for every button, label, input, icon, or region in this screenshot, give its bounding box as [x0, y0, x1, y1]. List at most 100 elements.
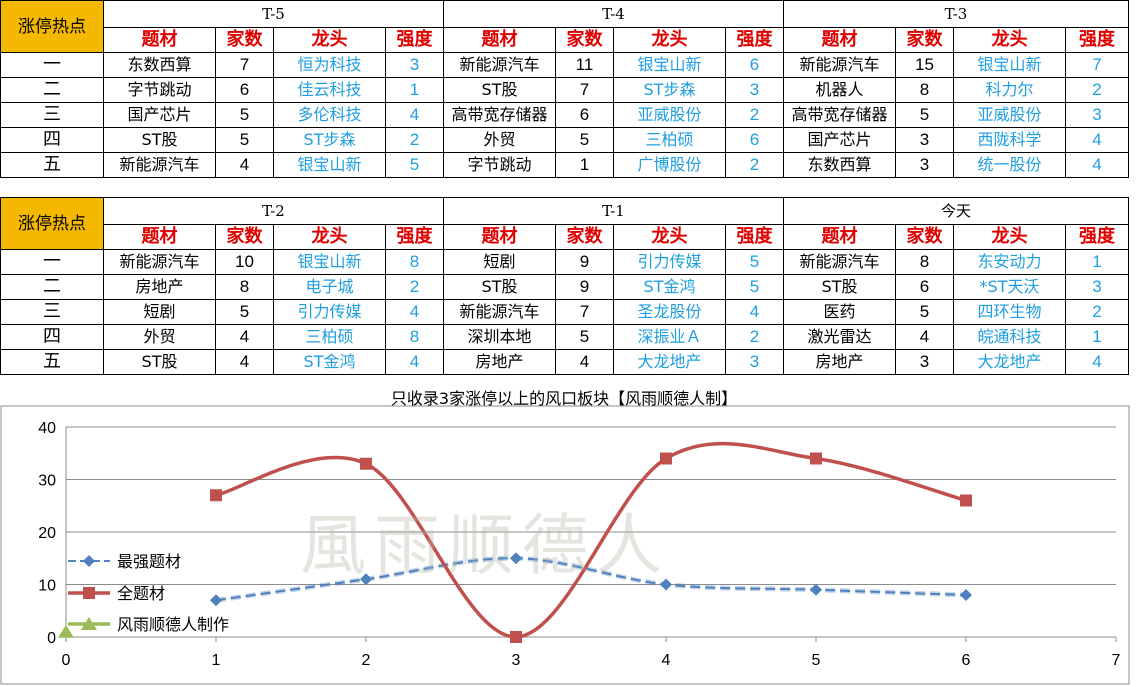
- data-point: [360, 573, 372, 586]
- y-tick-label: 30: [38, 473, 56, 490]
- count-cell: 15: [895, 52, 954, 78]
- leader-cell: ST金鸿: [613, 274, 726, 300]
- data-point: [210, 489, 222, 502]
- topic-cell: ST股: [103, 127, 216, 153]
- col-header-count: 家数: [215, 224, 274, 250]
- period-header: T-1: [443, 197, 784, 225]
- count-cell: 5: [895, 299, 954, 325]
- col-header-leader: 龙头: [273, 27, 386, 53]
- leader-cell: 广博股份: [613, 152, 726, 178]
- rank-cell: 二: [0, 274, 104, 300]
- count-cell: 9: [555, 274, 614, 300]
- topic-cell: 短剧: [103, 299, 216, 325]
- leader-cell: 亚威股份: [613, 102, 726, 128]
- count-cell: 4: [895, 324, 954, 350]
- rank-cell: 一: [0, 249, 104, 275]
- rank-cell: 五: [0, 349, 104, 375]
- topic-cell: ST股: [783, 274, 896, 300]
- strength-cell: 4: [385, 299, 444, 325]
- topic-cell: 房地产: [783, 349, 896, 375]
- data-point: [58, 624, 74, 638]
- leader-cell: 深振业Ａ: [613, 324, 726, 350]
- strength-cell: 4: [1065, 152, 1129, 178]
- count-cell: 5: [555, 324, 614, 350]
- strength-cell: 2: [725, 102, 784, 128]
- y-tick-label: 0: [47, 630, 56, 647]
- col-header-topic: 题材: [783, 27, 896, 53]
- data-point: [210, 594, 222, 607]
- strength-cell: 3: [725, 349, 784, 375]
- strength-cell: 7: [1065, 52, 1129, 78]
- col-header-topic: 题材: [783, 224, 896, 250]
- col-header-strength: 强度: [725, 27, 784, 53]
- leader-cell: ST步森: [273, 127, 386, 153]
- count-cell: 6: [555, 102, 614, 128]
- count-cell: 3: [895, 127, 954, 153]
- topic-cell: 新能源汽车: [443, 299, 556, 325]
- legend-marker: [83, 555, 95, 567]
- leader-cell: 三柏硕: [273, 324, 386, 350]
- topic-cell: 深圳本地: [443, 324, 556, 350]
- count-cell: 8: [895, 77, 954, 103]
- data-point: [510, 631, 522, 643]
- col-header-count: 家数: [215, 27, 274, 53]
- hot-label: 涨停热点: [0, 0, 104, 53]
- rank-cell: 五: [0, 152, 104, 178]
- leader-cell: ST步森: [613, 77, 726, 103]
- count-cell: 8: [215, 274, 274, 300]
- col-header-strength: 强度: [385, 224, 444, 250]
- count-cell: 4: [215, 152, 274, 178]
- x-tick-label: 4: [662, 652, 671, 669]
- count-cell: 7: [555, 77, 614, 103]
- hot-topics-table-1: 涨停热点 T-5 T-4 T-3 题材 家数 龙头 强度 题材 家数 龙头 强度…: [0, 0, 1129, 178]
- strength-cell: 3: [1064, 274, 1130, 300]
- count-cell: 1: [555, 152, 614, 178]
- leader-cell: 电子城: [273, 274, 386, 300]
- data-point: [810, 583, 822, 596]
- topic-cell: 新能源汽车: [103, 152, 216, 178]
- data-point: [660, 578, 672, 591]
- x-tick-label: 3: [512, 652, 521, 669]
- strength-cell: 1: [385, 77, 444, 103]
- data-point: [510, 552, 522, 565]
- period-header: 今天: [782, 197, 1130, 225]
- strength-cell: 5: [725, 249, 784, 275]
- topic-cell: 房地产: [443, 349, 556, 375]
- table-row: 三短剧 5 引力传媒 4 新能源汽车 7 圣龙股份 4 医药 5 四环生物 2: [0, 299, 1130, 325]
- leader-cell: *ST天沃: [953, 274, 1066, 300]
- y-tick-label: 20: [38, 525, 56, 542]
- leader-cell: ST金鸿: [273, 349, 386, 375]
- hot-topics-table-2: 涨停热点 T-2 T-1 今天 题材 家数 龙头 强度 题材 家数 龙头 强度 …: [0, 197, 1130, 375]
- topic-cell: ST股: [443, 274, 556, 300]
- strength-cell: 4: [1065, 127, 1129, 153]
- leader-cell: 银宝山新: [273, 152, 386, 178]
- data-point: [360, 457, 372, 470]
- strength-cell: 3: [385, 52, 444, 78]
- period-header: T-2: [103, 197, 444, 225]
- topic-cell: 高带宽存储器: [443, 102, 556, 128]
- chart-title: 只收录3家涨停以上的风口板块【风雨顺德人制】: [390, 389, 738, 408]
- topic-cell: 医药: [783, 299, 896, 325]
- table-row: 一东数西算 7 恒为科技 3 新能源汽车 11 银宝山新 6 新能源汽车 15 银宝山新 7: [0, 52, 1129, 78]
- topic-cell: 房地产: [103, 274, 216, 300]
- x-tick-label: 6: [962, 652, 971, 669]
- leader-cell: 三柏硕: [613, 127, 726, 153]
- count-cell: 6: [215, 77, 274, 103]
- count-cell: 4: [215, 349, 274, 375]
- strength-cell: 1: [1064, 324, 1130, 350]
- data-point: [810, 452, 822, 465]
- topic-cell: 高带宽存储器: [783, 102, 896, 128]
- strength-cell: 5: [725, 274, 784, 300]
- topic-cell: 激光雷达: [783, 324, 896, 350]
- col-header-leader: 龙头: [953, 224, 1066, 250]
- x-tick-label: 5: [812, 652, 821, 669]
- col-header-leader: 龙头: [613, 27, 726, 53]
- topic-cell: 短剧: [443, 249, 556, 275]
- leader-cell: 四环生物: [953, 299, 1066, 325]
- col-header-strength: 强度: [385, 27, 444, 53]
- strength-cell: 2: [725, 324, 784, 350]
- count-cell: 7: [555, 299, 614, 325]
- col-header-strength: 强度: [725, 224, 784, 250]
- topic-cell: 新能源汽车: [783, 249, 896, 275]
